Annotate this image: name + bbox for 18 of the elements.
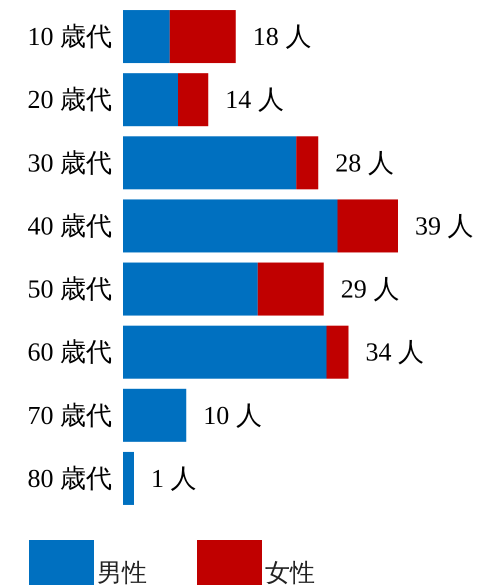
legend-label: 男性 — [97, 558, 147, 585]
y-tick-label: 80 歳代 — [28, 464, 112, 493]
annotation: 39 人 — [415, 211, 474, 240]
y-tick-label: 50 歳代 — [28, 274, 112, 304]
y-tick-label: 60 歳代 — [28, 338, 112, 367]
annotation: 10 人 — [203, 400, 262, 430]
y-tick-label: 20 歳代 — [28, 85, 112, 114]
annotation: 18 人 — [252, 22, 312, 52]
y-tick-label: 10 歳代 — [28, 22, 112, 52]
y-tick-label: 30 歳代 — [28, 148, 112, 178]
annotation: 1 人 — [151, 464, 196, 493]
annotation: 29 人 — [340, 274, 400, 304]
y-tick-label: 70 歳代 — [28, 400, 112, 430]
annotation: 34 人 — [366, 338, 424, 367]
legend-label: 女性 — [265, 558, 315, 585]
y-tick-label: 40 歳代 — [28, 211, 112, 240]
annotation: 14 人 — [225, 85, 284, 114]
annotation: 28 人 — [335, 148, 394, 178]
